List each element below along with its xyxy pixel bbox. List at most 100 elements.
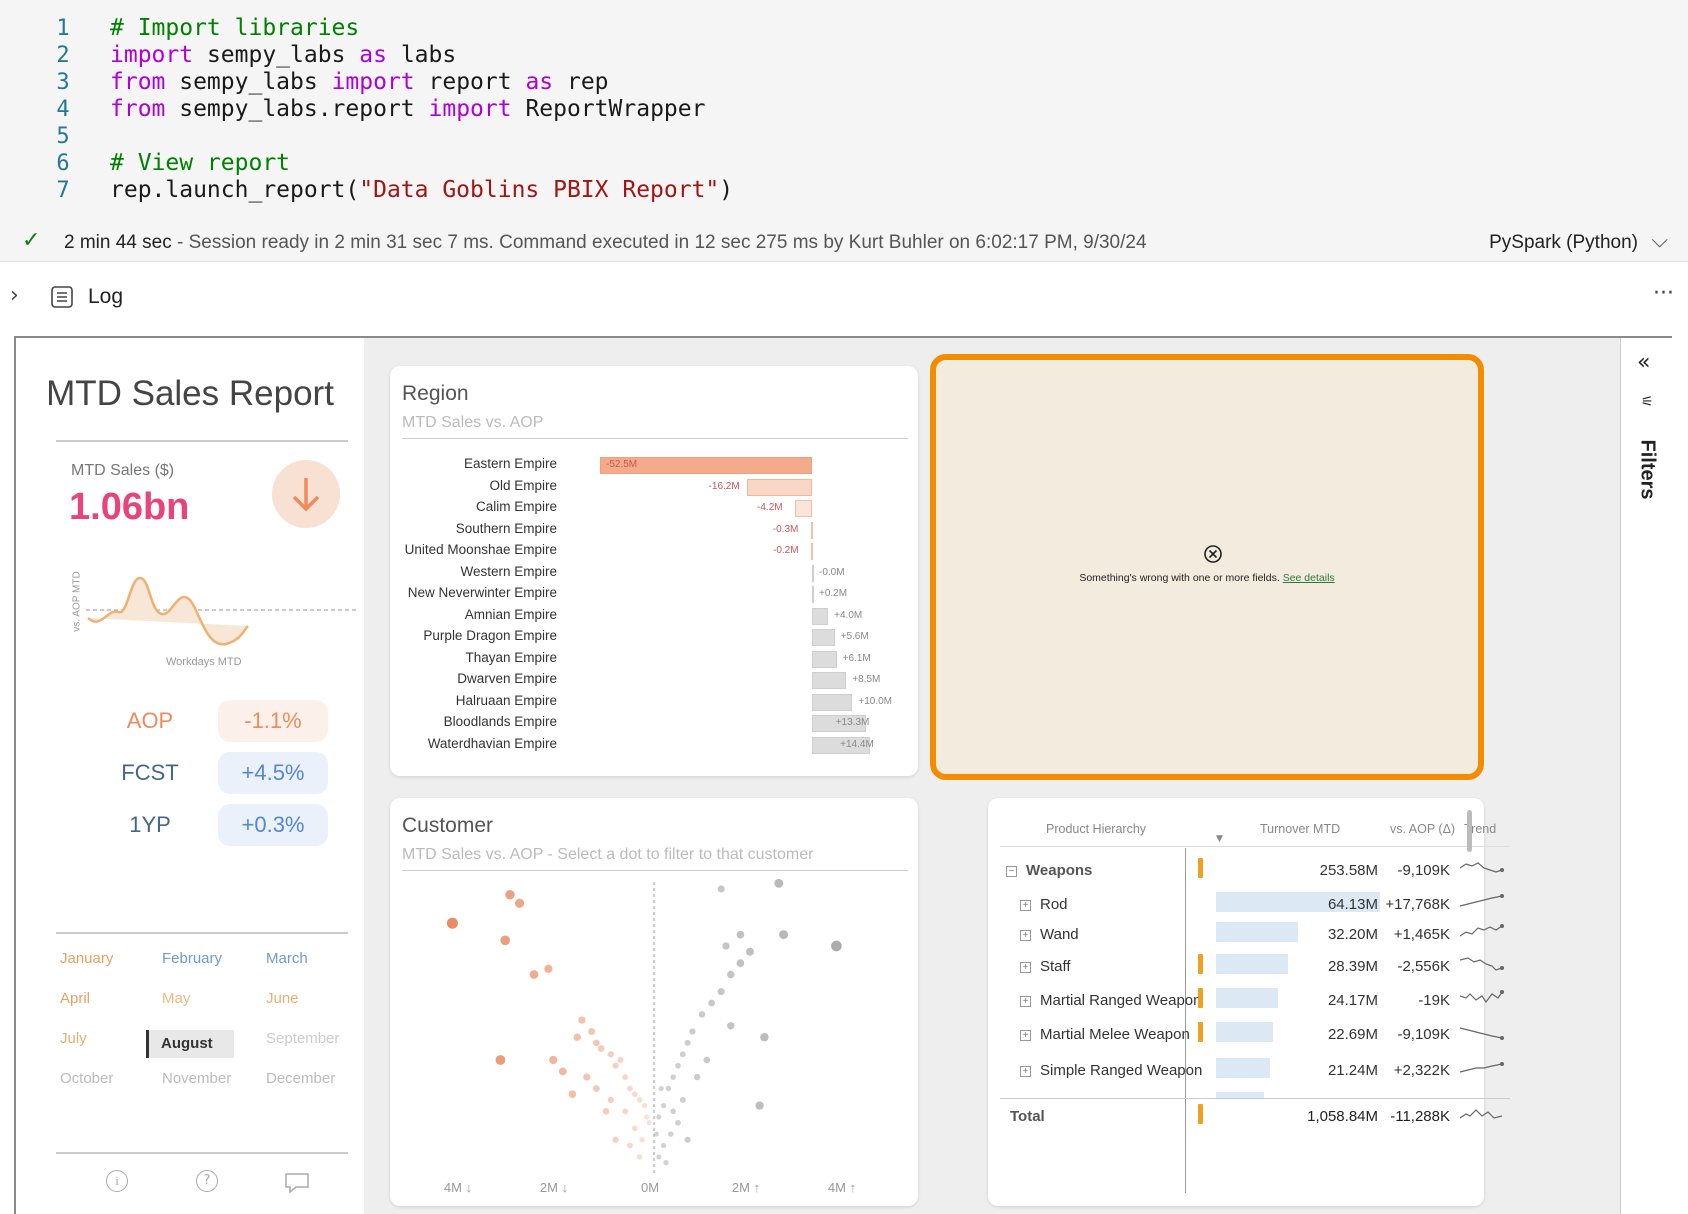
customer-dot[interactable] bbox=[515, 898, 525, 908]
customer-dot[interactable] bbox=[593, 1039, 600, 1047]
code-line[interactable]: from sempy_labs import report as rep bbox=[110, 69, 609, 95]
customer-dot[interactable] bbox=[578, 1016, 586, 1024]
scrollbar[interactable] bbox=[1467, 810, 1472, 852]
customer-dot[interactable] bbox=[622, 1108, 629, 1115]
help-icon[interactable]: ? bbox=[196, 1170, 218, 1192]
customer-dot[interactable] bbox=[717, 988, 725, 996]
collapse-icon[interactable]: « bbox=[1637, 350, 1651, 375]
customer-dot[interactable] bbox=[632, 1091, 638, 1097]
code-line[interactable]: rep.launch_report("Data Goblins PBIX Rep… bbox=[110, 177, 733, 203]
table-row[interactable]: + Martial Melee Weapon 22.69M -9,109K bbox=[988, 1022, 1548, 1058]
customer-dot[interactable] bbox=[568, 1090, 577, 1098]
code-line[interactable]: import sempy_labs as labs bbox=[110, 42, 456, 68]
customer-dot[interactable] bbox=[703, 1056, 711, 1064]
customer-dot[interactable] bbox=[593, 1085, 600, 1092]
customer-dot[interactable] bbox=[607, 1096, 614, 1104]
customer-scatter-plot[interactable]: 4M ↓ 2M ↓ 0M 2M ↑ 4M ↑ bbox=[390, 874, 918, 1204]
customer-dot[interactable] bbox=[627, 1142, 633, 1149]
header-trend[interactable]: Trend bbox=[1464, 822, 1497, 836]
header-turnover[interactable]: Turnover MTD bbox=[1260, 822, 1341, 836]
customer-dot[interactable] bbox=[573, 1033, 581, 1041]
customer-dot[interactable] bbox=[597, 1045, 605, 1052]
customer-dot[interactable] bbox=[663, 1159, 669, 1166]
customer-dot[interactable] bbox=[689, 1028, 696, 1035]
month-may[interactable]: May bbox=[162, 990, 191, 1007]
expand-row-icon[interactable]: + bbox=[1020, 900, 1031, 911]
table-row[interactable]: + Staff 28.39M -2,556K bbox=[988, 954, 1548, 990]
customer-dot[interactable] bbox=[558, 1067, 567, 1076]
customer-dot[interactable] bbox=[627, 1085, 633, 1092]
month-march[interactable]: March bbox=[266, 950, 308, 967]
table-row[interactable]: + Martial Ranged Weapon 24.17M -19K bbox=[988, 988, 1548, 1024]
customer-dot[interactable] bbox=[646, 1120, 652, 1126]
customer-dot[interactable] bbox=[500, 935, 511, 946]
customer-dot[interactable] bbox=[656, 1114, 662, 1120]
customer-dot[interactable] bbox=[694, 1073, 701, 1081]
customer-dot[interactable] bbox=[668, 1131, 674, 1137]
table-row[interactable]: − Weapons 253.58M -9,109K bbox=[988, 858, 1548, 894]
more-options-icon[interactable]: ··· bbox=[1653, 281, 1674, 306]
region-bar[interactable] bbox=[810, 521, 813, 539]
expand-row-icon[interactable]: + bbox=[1020, 962, 1031, 973]
customer-dot[interactable] bbox=[698, 1011, 706, 1018]
customer-dot[interactable] bbox=[505, 889, 515, 900]
month-november[interactable]: November bbox=[162, 1070, 232, 1087]
region-bar[interactable] bbox=[812, 715, 866, 732]
month-june[interactable]: June bbox=[266, 990, 299, 1007]
chevron-down-icon[interactable]: ⌵ bbox=[1651, 228, 1668, 253]
customer-dot[interactable] bbox=[727, 970, 735, 979]
customer-dot[interactable] bbox=[544, 964, 553, 973]
customer-dot[interactable] bbox=[679, 1051, 686, 1058]
month-february[interactable]: February bbox=[162, 950, 223, 967]
log-label[interactable]: Log bbox=[88, 285, 124, 308]
customer-dot[interactable] bbox=[653, 1131, 659, 1137]
month-july[interactable]: July bbox=[60, 1030, 87, 1047]
code-cell[interactable]: 1 # Import libraries 2 import sempy_labs as… bbox=[0, 0, 1688, 262]
customer-dot[interactable] bbox=[746, 947, 754, 956]
customer-dot[interactable] bbox=[755, 1101, 764, 1110]
expand-row-icon[interactable]: + bbox=[1020, 1030, 1031, 1041]
customer-dot[interactable] bbox=[774, 878, 784, 888]
month-october[interactable]: October bbox=[60, 1070, 114, 1087]
filters-pane[interactable]: « ⚟ Filters bbox=[1620, 338, 1672, 1214]
customer-dot[interactable] bbox=[636, 1154, 643, 1160]
filters-label[interactable]: Filters bbox=[1636, 439, 1659, 500]
customer-dot[interactable] bbox=[831, 940, 842, 952]
region-bar[interactable] bbox=[812, 607, 829, 625]
customer-dot[interactable] bbox=[727, 1022, 735, 1030]
kernel-selector[interactable]: PySpark (Python) bbox=[1489, 232, 1638, 253]
customer-dot[interactable] bbox=[670, 1074, 676, 1080]
header-delta[interactable]: vs. AOP (Δ) bbox=[1390, 822, 1456, 836]
code-line[interactable]: # View report bbox=[110, 150, 290, 176]
expand-row-icon[interactable]: + bbox=[1020, 930, 1031, 941]
info-icon[interactable]: i bbox=[106, 1170, 128, 1192]
region-bar[interactable] bbox=[812, 586, 814, 603]
customer-dot[interactable] bbox=[658, 1085, 664, 1092]
comment-icon[interactable] bbox=[284, 1172, 310, 1194]
region-bar[interactable] bbox=[811, 543, 813, 560]
region-bar[interactable] bbox=[812, 672, 847, 689]
customer-dot[interactable] bbox=[583, 1073, 591, 1081]
customer-dot[interactable] bbox=[660, 1142, 667, 1149]
customer-dot[interactable] bbox=[632, 1125, 638, 1132]
see-details-link[interactable]: See details bbox=[1282, 572, 1335, 584]
customer-dot[interactable] bbox=[602, 1108, 610, 1115]
customer-dot[interactable] bbox=[641, 1102, 648, 1109]
region-bar[interactable] bbox=[795, 500, 812, 517]
code-line[interactable]: from sempy_labs.report import ReportWrap… bbox=[110, 96, 705, 122]
customer-dot[interactable] bbox=[495, 1055, 506, 1065]
month-september[interactable]: September bbox=[266, 1030, 340, 1047]
sort-icon[interactable]: ▼ bbox=[1216, 834, 1223, 844]
customer-dot[interactable] bbox=[684, 1136, 691, 1143]
customer-dot[interactable] bbox=[670, 1108, 676, 1115]
table-row[interactable]: + Rod 64.13M +17,768K bbox=[988, 892, 1548, 928]
customer-dot[interactable] bbox=[675, 1062, 681, 1069]
customer-dot[interactable] bbox=[656, 1154, 662, 1160]
region-card[interactable]: Region MTD Sales vs. AOP Eastern Empire -… bbox=[390, 366, 918, 776]
chevron-right-icon[interactable]: › bbox=[10, 283, 19, 308]
customer-dot[interactable] bbox=[736, 959, 745, 967]
customer-dot[interactable] bbox=[722, 942, 730, 950]
customer-dot[interactable] bbox=[612, 1062, 619, 1069]
customer-dot[interactable] bbox=[760, 1032, 769, 1042]
customer-dot[interactable] bbox=[665, 1085, 672, 1092]
